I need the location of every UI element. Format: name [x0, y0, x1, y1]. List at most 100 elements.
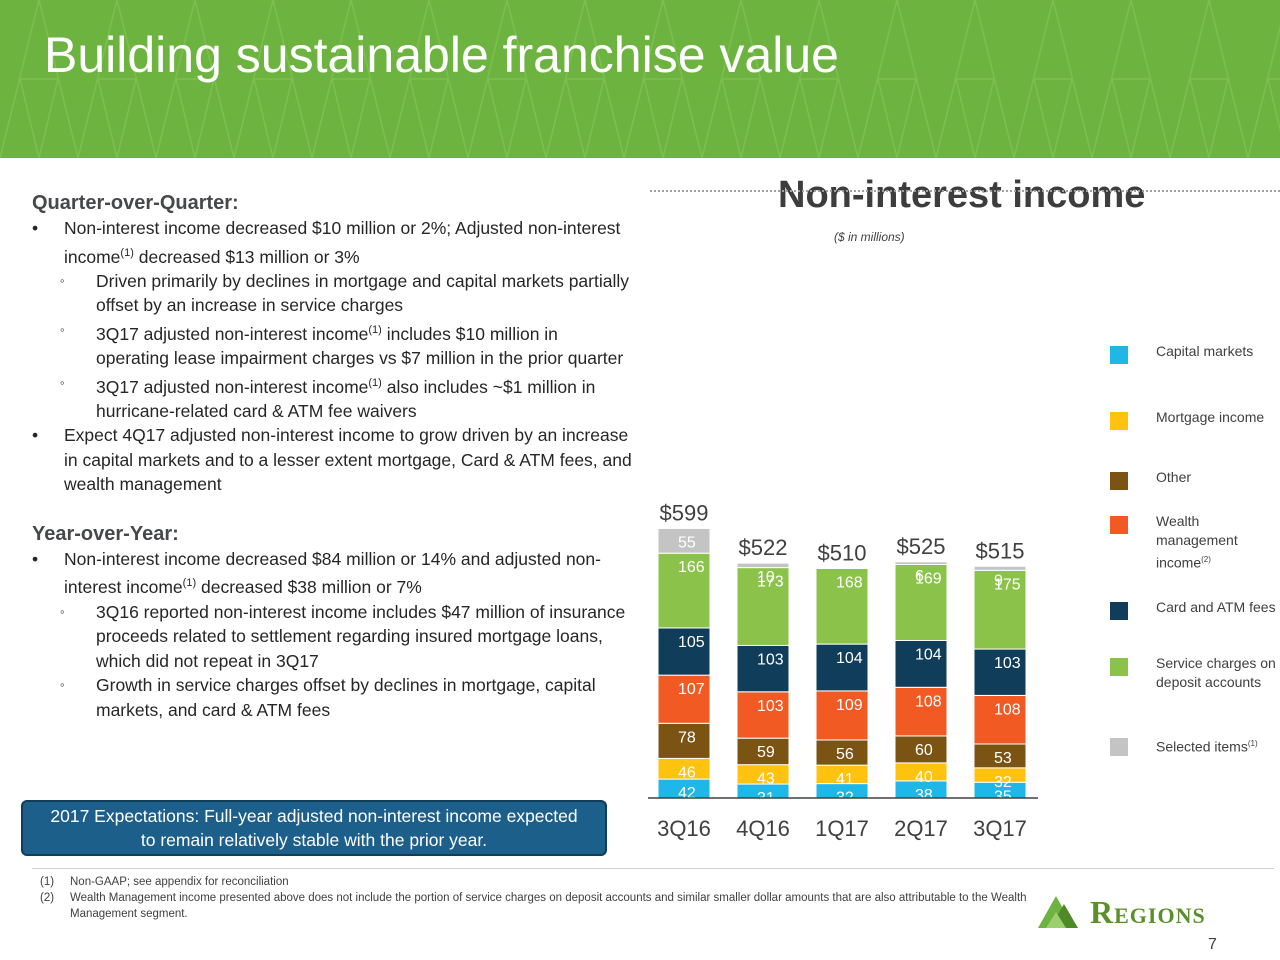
- legend-label: Wealth management income(2): [1156, 513, 1238, 571]
- bar-segment: [657, 674, 711, 724]
- data-label: 103: [757, 651, 784, 668]
- legend-label: Card and ATM fees: [1156, 599, 1276, 615]
- legend-swatch: [1110, 412, 1128, 430]
- regions-logo-text: Regions: [1090, 894, 1206, 930]
- qoq-bullet-2: • Expect 4Q17 adjusted non-interest inco…: [32, 425, 632, 495]
- bar-total-label: $522: [739, 535, 788, 560]
- data-label: 60: [915, 742, 933, 759]
- data-label: 107: [678, 681, 705, 698]
- legend-swatch: [1110, 346, 1128, 364]
- footnote-text: Wealth Management income presented above…: [70, 892, 1027, 920]
- qoq-sub-bullet-3: ◦ 3Q17 adjusted non-interest income(1) a…: [32, 371, 632, 424]
- legend-swatch: [1110, 472, 1128, 490]
- yoy-sub-bullet-1: ◦ 3Q16 reported non-interest income incl…: [60, 601, 626, 671]
- bar-segment: [736, 737, 790, 766]
- category-tick-label: 4Q16: [736, 816, 790, 841]
- bar-segment: [815, 739, 869, 766]
- data-label: 104: [915, 647, 942, 664]
- qoq-sub-bullet-1: ◦ Driven primarily by declines in mortga…: [60, 270, 629, 316]
- data-label: 35: [994, 788, 1012, 805]
- qoq-sub-bullet-2: ◦ 3Q17 adjusted non-interest income(1) i…: [32, 318, 632, 371]
- sub-bullet-marker: ◦: [60, 321, 65, 337]
- data-label: 78: [678, 729, 696, 746]
- data-label: 169: [915, 570, 942, 587]
- legend-label-footnote: (1): [1247, 739, 1258, 748]
- regions-logo: Regions: [1036, 890, 1246, 932]
- legend-label: Mortgage income: [1156, 409, 1265, 425]
- bar-segment: [894, 563, 948, 642]
- data-label: 53: [994, 750, 1012, 767]
- footnote: (1) Non-GAAP; see appendix for reconcilia…: [40, 874, 1040, 890]
- bar-segment: [815, 643, 869, 692]
- data-label: 104: [836, 650, 863, 667]
- bar-segment: [736, 567, 790, 646]
- data-label: 59: [757, 744, 775, 761]
- legend-swatch: [1110, 738, 1128, 756]
- footnote-number: (2): [40, 892, 55, 904]
- expectations-box: 2017 Expectations: Full-year adjusted no…: [21, 800, 607, 856]
- yoy-heading: Year-over-Year:: [32, 522, 179, 545]
- qoq-heading: Quarter-over-Quarter:: [32, 192, 239, 214]
- bar-segment: [973, 565, 1027, 571]
- bar-segment: [894, 561, 948, 565]
- footnote-text: Non-GAAP; see appendix for reconciliatio…: [70, 876, 289, 888]
- bar-segment: [973, 648, 1027, 696]
- regions-logo-icon: [1038, 896, 1078, 928]
- chart-title: Non-interest income: [778, 174, 1146, 216]
- legend-label: Other: [1156, 469, 1192, 485]
- bar-segment: [657, 527, 711, 554]
- footnote-number: (1): [40, 876, 55, 888]
- legend-swatch: [1110, 658, 1128, 676]
- footnotes: (1) Non-GAAP; see appendix for reconcilia…: [40, 874, 1040, 922]
- legend-label: Selected items(1): [1156, 738, 1258, 755]
- footnote: (2) Wealth Management income presented ab…: [40, 890, 1040, 922]
- title-dotted-rule: [650, 190, 1280, 192]
- bullet-marker: •: [32, 218, 39, 238]
- data-label: 173: [757, 574, 784, 591]
- expectations-line-2: to remain relatively stable with the pri…: [140, 830, 488, 850]
- yoy-bullet-1: • Non-interest income decreased $84 mill…: [32, 548, 601, 598]
- expectations-line-1: 2017 Expectations: Full-year adjusted no…: [50, 806, 578, 826]
- data-label: 168: [836, 575, 863, 592]
- data-label: 175: [994, 576, 1021, 593]
- header-banner: Building sustainable franchise value: [0, 0, 1280, 158]
- legend-label: Capital markets: [1156, 343, 1254, 359]
- page-number: 7: [1208, 936, 1217, 953]
- category-tick-label: 3Q16: [657, 816, 711, 841]
- data-label: 108: [994, 701, 1021, 718]
- category-tick-label: 2Q17: [894, 816, 948, 841]
- stacked-bar-chart: 42467810710516655$5993Q16314359103103173…: [648, 500, 1038, 841]
- data-label: 40: [915, 769, 933, 786]
- data-label: 55: [678, 534, 696, 551]
- category-tick-label: 3Q17: [973, 816, 1027, 841]
- legend-swatch: [1110, 516, 1128, 534]
- bar-segment: [736, 562, 790, 569]
- bullet-marker: •: [32, 548, 39, 569]
- yoy-sub-bullet-2: ◦ Growth in service charges offset by de…: [60, 675, 596, 720]
- data-label: 166: [678, 559, 705, 576]
- bar-segment: [657, 552, 711, 629]
- data-label: 56: [836, 746, 854, 763]
- bullet-marker: •: [32, 425, 39, 446]
- data-label: 10: [757, 569, 775, 586]
- data-label: 9: [994, 572, 1003, 589]
- data-label: 38: [915, 787, 933, 804]
- bar-total-label: $510: [818, 541, 867, 566]
- data-label: 6: [915, 568, 924, 585]
- bar-segment: [815, 568, 869, 645]
- data-label: 43: [757, 771, 775, 788]
- bar-segment: [736, 644, 790, 693]
- legend-swatch: [1110, 602, 1128, 620]
- bar-segment: [973, 569, 1027, 650]
- legend-label: Service charges on deposit accounts: [1156, 655, 1276, 690]
- bar-segment: [736, 691, 790, 739]
- category-tick-label: 1Q17: [815, 816, 869, 841]
- qoq-bullet-1: • Non-interest income decreased $10 mill…: [32, 218, 621, 267]
- commentary-panel: Quarter-over-Quarter: • Non-interest inc…: [32, 190, 632, 722]
- bar-total-label: $599: [660, 500, 709, 525]
- sub-bullet-marker: ◦: [60, 603, 65, 619]
- footer-rule: [32, 868, 1274, 869]
- bar-total-label: $525: [897, 534, 946, 559]
- data-label: 103: [757, 698, 784, 715]
- sub-bullet-marker: ◦: [60, 374, 65, 390]
